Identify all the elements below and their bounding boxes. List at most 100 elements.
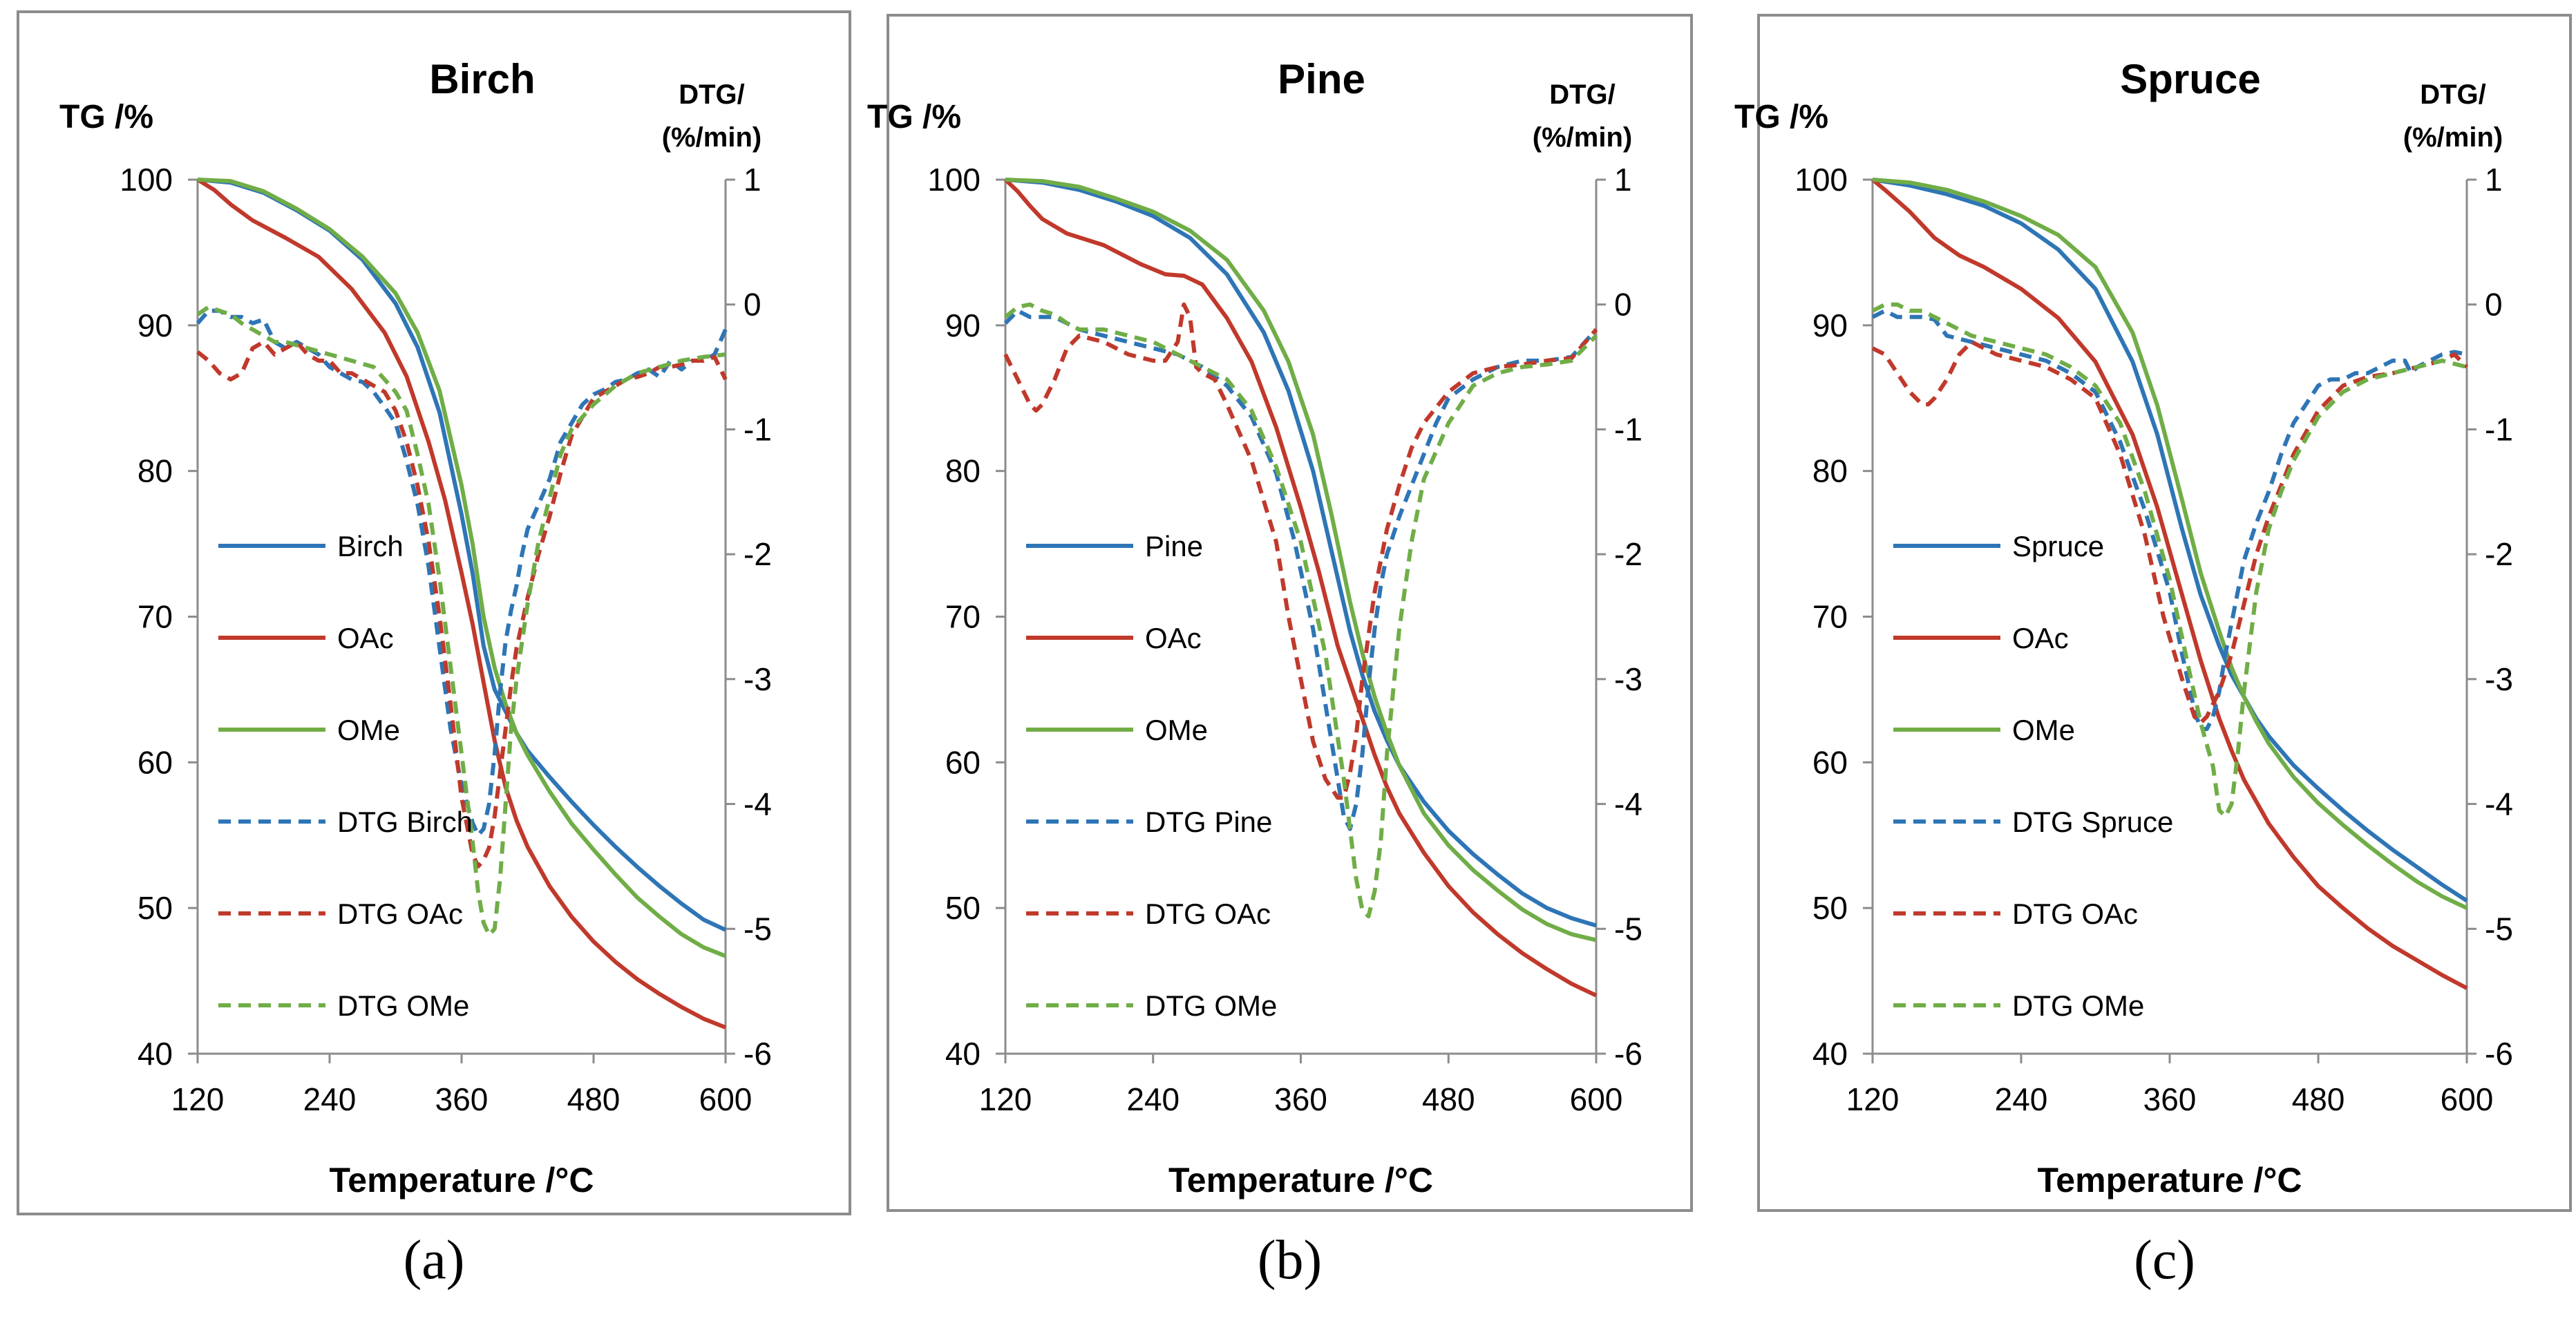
- x-tick-label: 480: [2292, 1081, 2345, 1117]
- series-line-ome: [1005, 178, 1597, 942]
- series-line-dtg-ome: [1871, 302, 2468, 819]
- right-tick-label: -5: [744, 911, 772, 947]
- left-tick-label: 50: [1812, 890, 1848, 926]
- chart-title: Birch: [429, 56, 535, 102]
- legend-label: DTG OAc: [337, 898, 463, 930]
- series-line-dtg-ome: [196, 305, 726, 938]
- x-axis-title: Temperature /°C: [1168, 1161, 1433, 1199]
- legend-label: DTG Pine: [1145, 806, 1272, 838]
- chart-frame: [17, 10, 851, 1215]
- series-line-dtg-oac: [196, 339, 728, 869]
- x-tick-label: 600: [2441, 1081, 2494, 1117]
- left-tick-label: 70: [945, 599, 981, 635]
- left-tick-label: 80: [1812, 453, 1848, 489]
- right-tick-label: 1: [2485, 162, 2503, 198]
- left-tick-label: 60: [138, 744, 173, 780]
- left-tick-label: 60: [1812, 744, 1848, 780]
- left-tick-label: 100: [120, 162, 173, 198]
- x-tick-label: 360: [435, 1081, 489, 1117]
- legend-label: DTG OAc: [1145, 898, 1271, 930]
- legend-label: Birch: [337, 530, 404, 562]
- chart-frame: [1757, 14, 2572, 1212]
- legend-label: OAc: [1145, 622, 1202, 654]
- right-tick-label: -3: [744, 661, 772, 697]
- left-tick-label: 100: [1794, 162, 1848, 198]
- series-line-ome: [197, 178, 727, 958]
- legend-label: OAc: [337, 622, 394, 654]
- left-tick-label: 40: [945, 1036, 981, 1072]
- right-tick-label: 0: [744, 287, 761, 323]
- right-tick-label: -6: [744, 1036, 772, 1072]
- right-tick-label: 1: [744, 162, 761, 198]
- legend-label: DTG OMe: [1145, 989, 1277, 1022]
- right-tick-label: 0: [2485, 287, 2503, 323]
- x-tick-label: 240: [1995, 1081, 2048, 1117]
- series-line-oac: [1003, 178, 1598, 998]
- series-line-dtg-oac: [1871, 339, 2469, 725]
- right-tick-label: -1: [1614, 411, 1642, 447]
- right-tick-label: -6: [2485, 1036, 2513, 1072]
- left-tick-label: 50: [138, 890, 173, 926]
- x-tick-label: 600: [1570, 1081, 1623, 1117]
- right-tick-label: -3: [2485, 661, 2513, 697]
- legend-label: DTG Birch: [337, 806, 473, 838]
- x-tick-label: 480: [567, 1081, 621, 1117]
- right-tick-label: 1: [1614, 162, 1632, 198]
- left-tick-label: 90: [138, 307, 173, 343]
- left-tick-label: 60: [945, 744, 981, 780]
- right-axis-title-line2: (%/min): [662, 122, 761, 153]
- x-tick-label: 360: [2143, 1081, 2197, 1117]
- right-tick-label: -1: [2485, 411, 2513, 447]
- series-line-dtg-oac: [1003, 302, 1598, 800]
- chart-frame: [887, 14, 1693, 1212]
- panel-spruce: 40 50 60 70 80 90 100 -6 -5 -4 -3 -2 -1 0 1 120 240 360 48…: [1734, 14, 2572, 1291]
- panel-caption: (c): [2134, 1230, 2195, 1291]
- legend-label: DTG OMe: [2012, 989, 2144, 1022]
- x-tick-label: 120: [1846, 1081, 1900, 1117]
- left-tick-label: 90: [1812, 307, 1848, 343]
- right-axis-title-line1: DTG/: [2420, 79, 2486, 110]
- x-tick-label: 240: [1126, 1081, 1180, 1117]
- legend-label: DTG OMe: [337, 989, 469, 1022]
- legend-label: OAc: [2012, 622, 2069, 654]
- left-tick-label: 70: [1812, 599, 1848, 635]
- right-tick-label: -5: [2485, 911, 2513, 947]
- panel-caption: (b): [1258, 1230, 1322, 1291]
- right-tick-label: -2: [1614, 536, 1642, 572]
- right-tick-label: -3: [1614, 661, 1642, 697]
- right-tick-label: -1: [744, 411, 772, 447]
- series-line-dtg-spruce: [1871, 308, 2468, 732]
- left-tick-label: 90: [945, 307, 981, 343]
- left-axis-title: TG /%: [867, 99, 961, 135]
- x-tick-label: 120: [171, 1081, 225, 1117]
- x-tick-label: 240: [303, 1081, 357, 1117]
- right-tick-label: -6: [1614, 1036, 1642, 1072]
- panel-pine: 40 50 60 70 80 90 100 -6 -5 -4 -3 -2 -1 0 1 120 240 360 48…: [867, 14, 1693, 1291]
- x-tick-label: 120: [979, 1081, 1032, 1117]
- left-tick-label: 70: [138, 599, 173, 635]
- right-tick-label: -4: [1614, 786, 1642, 822]
- series-line-dtg-ome: [1004, 302, 1598, 919]
- left-axis-title: TG /%: [59, 99, 153, 135]
- legend-label: DTG Spruce: [2012, 806, 2173, 838]
- legend-label: Pine: [1145, 530, 1203, 562]
- x-tick-label: 360: [1274, 1081, 1327, 1117]
- right-axis-title-line1: DTG/: [1549, 79, 1616, 110]
- left-tick-label: 80: [945, 453, 981, 489]
- x-tick-label: 600: [699, 1081, 752, 1117]
- left-tick-label: 100: [927, 162, 981, 198]
- chart-title: Pine: [1278, 56, 1365, 102]
- legend-label: DTG OAc: [2012, 898, 2138, 930]
- series-line-spruce: [1872, 178, 2468, 903]
- right-tick-label: -4: [744, 786, 772, 822]
- panel-birch: 40 50 60 70 80 90 100 -6 -5 -4 -3 -2 -1 0 1 120 240 360 48…: [17, 10, 851, 1291]
- right-tick-label: -2: [2485, 536, 2513, 572]
- right-tick-label: 0: [1614, 287, 1632, 323]
- series-line-pine: [1005, 178, 1597, 928]
- right-axis-title-line1: DTG/: [679, 79, 745, 110]
- right-tick-label: -4: [2485, 786, 2513, 822]
- right-tick-label: -2: [744, 536, 772, 572]
- right-tick-label: -5: [1614, 911, 1642, 947]
